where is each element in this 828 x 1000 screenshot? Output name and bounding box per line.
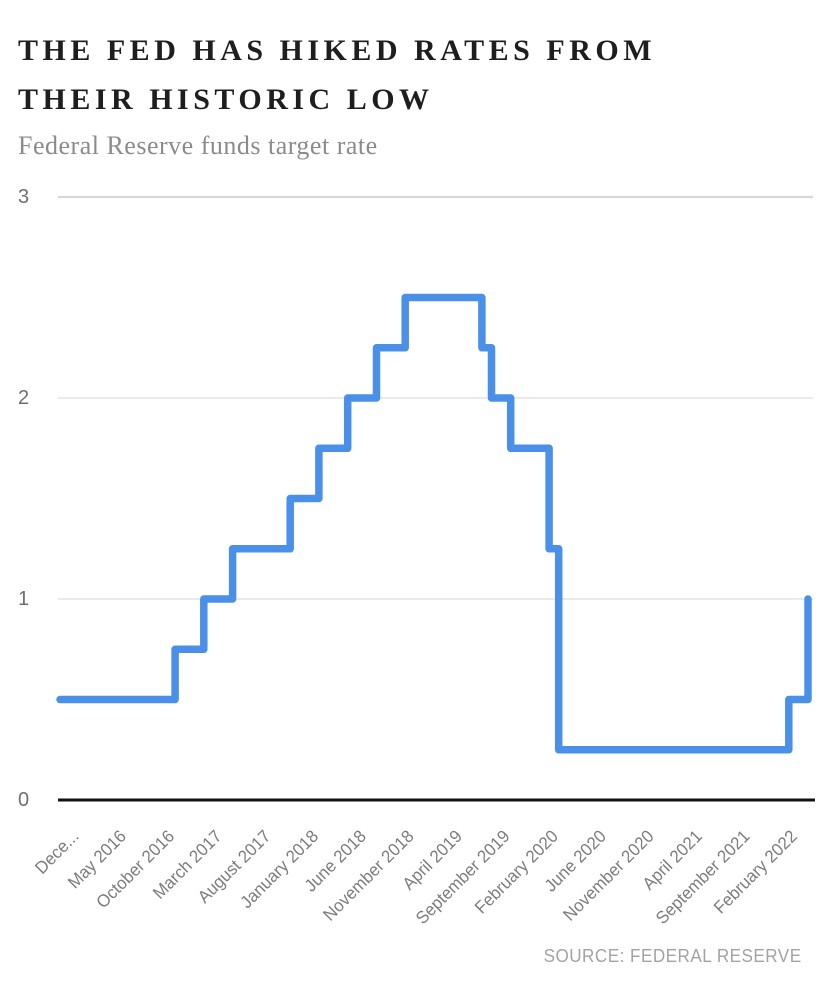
rate-step-line <box>56 293 812 754</box>
page-title-line-2: THEIR HISTORIC LOW <box>18 83 434 116</box>
chart-subtitle: Federal Reserve funds target rate <box>18 131 378 160</box>
y-tick-label-2: 2 <box>18 387 30 409</box>
y-tick-label-0: 0 <box>18 789 30 811</box>
y-tick-label-1: 1 <box>18 588 30 610</box>
page-title: THE FED HAS HIKED RATES FROM THEIR HISTOR… <box>18 26 778 124</box>
source-note: SOURCE: FEDERAL RESERVE <box>544 946 802 966</box>
page-title-line-1: THE FED HAS HIKED RATES FROM <box>18 34 657 67</box>
y-tick-label-3: 3 <box>18 186 30 208</box>
